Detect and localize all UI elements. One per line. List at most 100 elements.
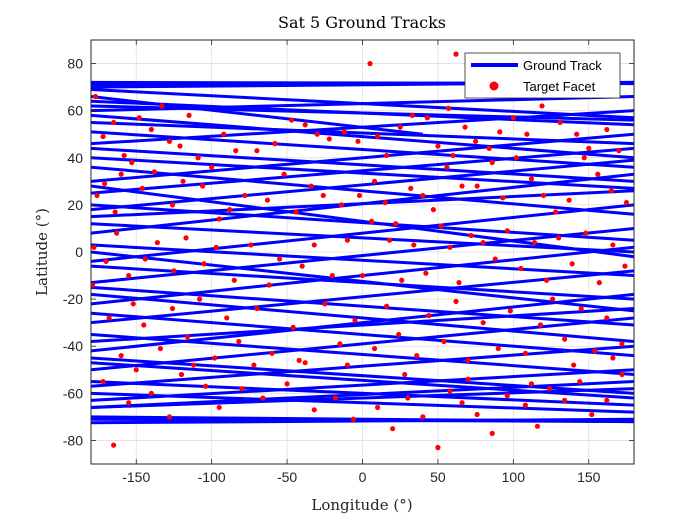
ground-track-segment (91, 146, 634, 183)
target-facet-point (420, 414, 426, 420)
target-facet-point (552, 209, 559, 215)
target-facet-point (489, 430, 495, 436)
target-facet-point (441, 338, 447, 345)
target-facet-point (566, 197, 572, 203)
target-facet-point (384, 152, 390, 159)
x-tick-label: 100 (502, 469, 526, 485)
target-facet-point (100, 378, 106, 385)
target-facet-point (368, 218, 375, 224)
target-facet-point (332, 395, 338, 401)
target-facet-point (574, 131, 580, 137)
target-facet-point (371, 345, 378, 352)
target-facet-point (608, 188, 614, 194)
target-facet-point (456, 280, 462, 286)
target-facet-point (390, 426, 396, 432)
y-tick-label: 20 (67, 197, 83, 213)
target-facet-point (177, 143, 183, 149)
chart-title: Sat 5 Ground Tracks (278, 13, 446, 32)
ground-track-segment (91, 269, 634, 325)
target-facet-point (272, 141, 278, 147)
target-facet-point (302, 360, 308, 366)
target-facet-point (371, 178, 378, 184)
target-facet-point (399, 277, 405, 283)
target-facet-point (236, 338, 242, 345)
target-facet-point (411, 242, 417, 248)
target-facet-point (129, 159, 135, 166)
target-facet-point (91, 244, 97, 250)
target-facet-point (118, 171, 124, 177)
target-facet-point (101, 181, 108, 187)
target-facet-point (355, 138, 361, 144)
target-facet-point (604, 397, 610, 403)
target-facet-point (543, 277, 550, 283)
ground-track-segment (91, 104, 634, 122)
target-facet-point (212, 355, 218, 361)
target-facet-point (524, 131, 530, 137)
target-facet-point (504, 393, 510, 399)
target-facet-point (468, 232, 474, 239)
target-facet-point (299, 263, 305, 269)
ground-track-segment (91, 87, 634, 120)
target-facet-point (344, 362, 351, 368)
target-facet-point (465, 376, 471, 382)
target-facet-point (393, 221, 399, 227)
target-facet-point (171, 268, 177, 274)
target-facet-points (91, 51, 630, 451)
target-facet-point (555, 235, 562, 241)
target-facet-point (473, 138, 479, 144)
target-facet-point (445, 105, 452, 111)
target-facet-point (534, 423, 541, 429)
target-facet-point (486, 145, 492, 151)
target-facet-point (239, 386, 245, 392)
ground-track-segment (91, 165, 634, 216)
target-facet-point (121, 152, 127, 159)
target-facet-point (586, 145, 592, 151)
target-facet-point (311, 242, 317, 248)
target-facet-point (577, 378, 583, 385)
target-facet-point (504, 228, 510, 234)
target-facet-point (302, 122, 308, 128)
target-facet-point (397, 124, 403, 130)
target-facet-point (569, 261, 575, 267)
x-axis-label: Longitude (°) (311, 496, 412, 514)
target-facet-point (459, 400, 465, 406)
target-facet-point (610, 242, 616, 248)
target-facet-point (438, 223, 444, 229)
target-facet-point (106, 315, 112, 321)
target-facet-point (350, 416, 357, 422)
target-facet-point (266, 282, 272, 288)
ground-track-segment (91, 113, 634, 160)
target-facet-point (141, 322, 147, 328)
target-facet-point (557, 119, 563, 126)
target-facet-point (513, 155, 519, 161)
ground-track-segment (91, 184, 634, 259)
target-facet-point (426, 313, 432, 319)
target-facet-point (604, 126, 610, 133)
y-tick-label: 80 (67, 56, 83, 72)
target-facet-point (284, 381, 290, 387)
ground-track-segment (91, 120, 634, 146)
target-facet-point (142, 256, 148, 262)
target-facet-point (352, 317, 358, 323)
ground-track-segment (91, 222, 634, 254)
legend-box (464, 52, 621, 99)
target-facet-point (507, 308, 513, 314)
target-facet-point (184, 334, 191, 340)
target-facet-point (622, 263, 628, 269)
target-facet-point (118, 353, 124, 359)
target-facet-point (528, 176, 535, 182)
target-facet-point (154, 239, 160, 246)
target-facet-point (480, 320, 486, 326)
ground-track-segment (91, 344, 634, 388)
ground-track-segment (91, 415, 634, 424)
target-facet-point (314, 131, 320, 137)
target-facet-point (374, 404, 381, 411)
target-facet-point (203, 383, 209, 389)
target-facet-point (103, 258, 109, 265)
target-facet-point (435, 143, 441, 149)
target-facet-point (264, 197, 271, 203)
target-facet-point (178, 371, 185, 378)
y-tick-label: 0 (75, 244, 83, 260)
target-facet-point (492, 256, 498, 262)
